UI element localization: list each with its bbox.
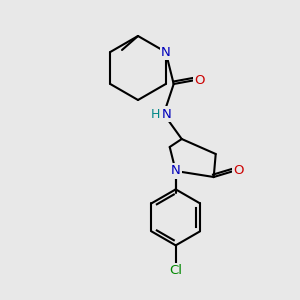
Text: O: O [194,74,205,86]
Text: H: H [151,107,160,121]
Text: Cl: Cl [169,264,182,277]
Text: N: N [162,107,172,121]
Text: N: N [161,46,171,59]
Text: N: N [171,164,181,178]
Text: O: O [233,164,244,178]
